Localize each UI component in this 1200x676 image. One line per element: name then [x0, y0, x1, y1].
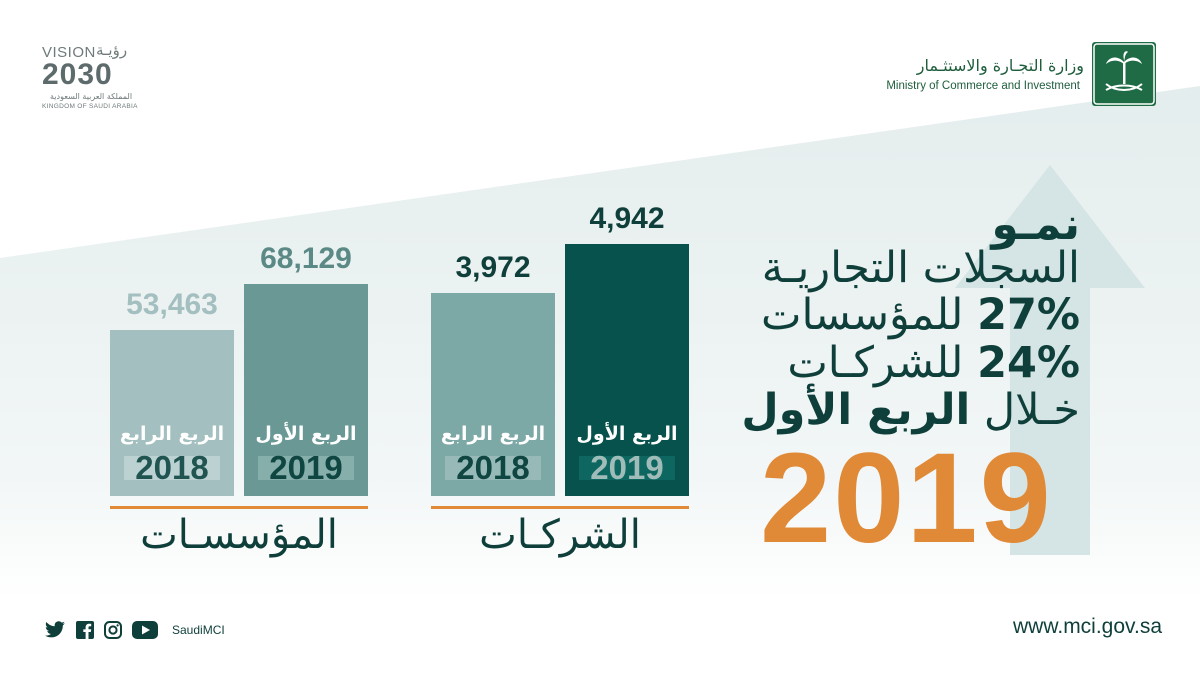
- bar-value-label: 3,972: [455, 251, 531, 284]
- bar-year-band: [258, 456, 354, 480]
- headline-line-2: السجلات التجاريـة: [761, 243, 1080, 293]
- vision-year: 2030: [42, 58, 113, 91]
- growth-arrow-icon: [955, 165, 1145, 555]
- bar-year-label: 2019: [269, 449, 343, 486]
- headline-companies-text: للشركـات: [787, 338, 964, 388]
- headline-line-1: نمـو: [991, 199, 1080, 250]
- bar-value-label: 4,942: [589, 202, 665, 235]
- social-icons: SaudiMCI: [44, 619, 225, 641]
- vision-kingdom-en: KINGDOM OF SAUDI ARABIA: [42, 103, 138, 110]
- bar-value-label: 53,463: [126, 288, 218, 321]
- social-handle[interactable]: SaudiMCI: [172, 623, 225, 637]
- bar-year-label: 2018: [456, 449, 530, 486]
- ministry-name-ar: وزارة التجـارة والاستثـمار: [916, 56, 1084, 75]
- bar-quarter-label: الربع الأول: [576, 423, 678, 445]
- group-category-label: الشركـات: [479, 512, 641, 558]
- vision-2030-logo: VISION رؤيـة 2030 المملكة العربية السعود…: [40, 41, 140, 112]
- headline-line-5: خـلال الربع الأول: [741, 385, 1080, 435]
- headline-line-4: 24% للشركـات: [787, 338, 1080, 388]
- headline-quarter-text: الربع الأول: [741, 385, 971, 435]
- website-link[interactable]: www.mci.gov.sa: [1013, 615, 1162, 638]
- bar-year-band: [445, 456, 541, 480]
- vision-word-ar: رؤيـة: [96, 41, 128, 59]
- group-divider-line: [431, 506, 689, 509]
- headline-pct-companies: 24%: [977, 338, 1080, 388]
- ministry-name-en: Ministry of Commerce and Investment: [886, 80, 1080, 92]
- youtube-icon[interactable]: [132, 621, 158, 639]
- bar-year-label: 2018: [135, 449, 209, 486]
- group-divider-line: [110, 506, 368, 509]
- bar-value-label: 68,129: [260, 242, 352, 275]
- bar: [565, 244, 689, 496]
- headline-during-text: خـلال: [983, 385, 1080, 435]
- vision-word: VISION: [42, 44, 96, 61]
- ministry-logo: وزارة التجـارة والاستثـمار Ministry of C…: [860, 42, 1160, 108]
- twitter-icon[interactable]: [44, 621, 66, 639]
- palm-swords-emblem-icon: [1092, 42, 1156, 106]
- facebook-icon[interactable]: [76, 621, 94, 639]
- bar-quarter-label: الربع الرابع: [119, 423, 225, 445]
- bar-quarter-label: الربع الرابع: [440, 423, 546, 445]
- headline-pct-establishments: 27%: [977, 290, 1080, 340]
- vision-kingdom-ar: المملكة العربية السعودية: [50, 92, 133, 101]
- group-category-label: المؤسسـات: [140, 512, 338, 558]
- bar-quarter-label: الربع الأول: [255, 423, 357, 445]
- headline-line-3: 27% للمؤسسات: [761, 290, 1080, 340]
- headline-big-year: 2019: [760, 427, 1053, 570]
- bar-year-band: [579, 456, 675, 480]
- instagram-icon[interactable]: [104, 621, 122, 639]
- bar-year-band: [124, 456, 220, 480]
- headline-establishments-text: للمؤسسات: [761, 290, 964, 340]
- bar-year-label: 2019: [590, 449, 664, 486]
